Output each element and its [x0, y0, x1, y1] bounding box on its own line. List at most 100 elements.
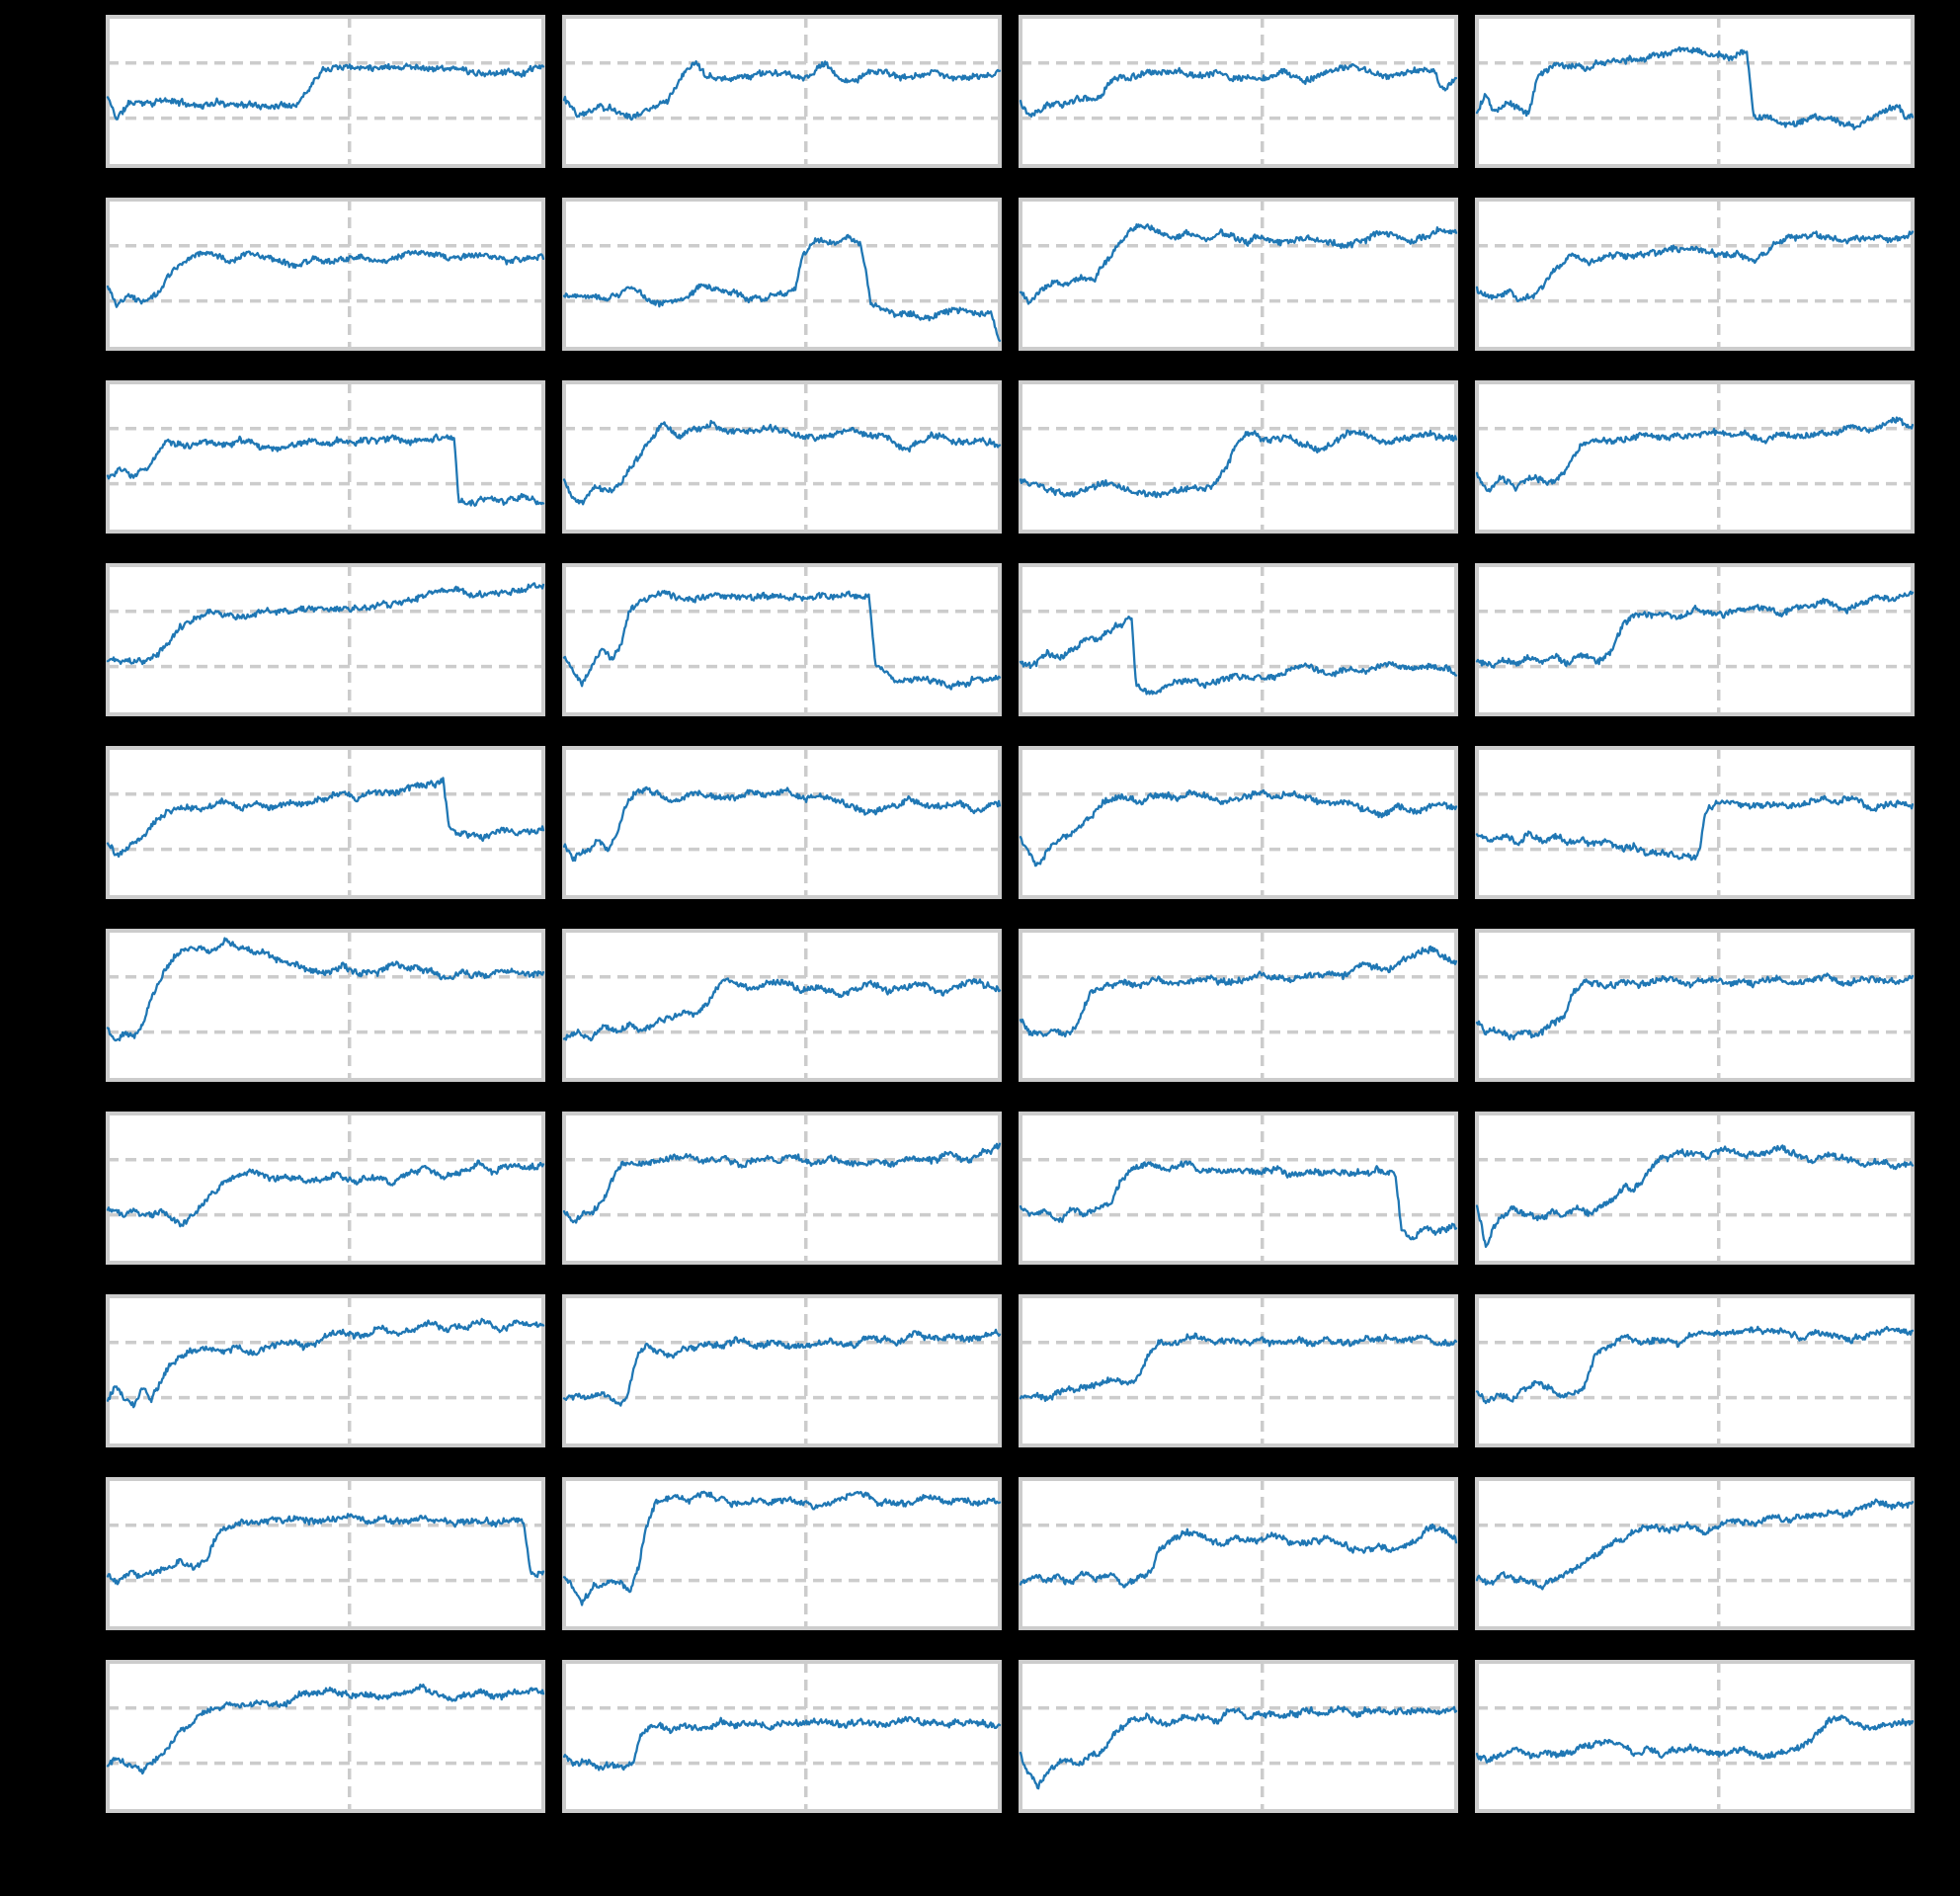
series-line [1019, 945, 1458, 1038]
plot-frame [106, 1112, 545, 1265]
series-line [1475, 972, 1915, 1041]
subplot-r1c1 [106, 15, 545, 168]
series-line [1475, 1144, 1915, 1249]
series-line [1475, 1714, 1915, 1764]
plot-frame [562, 198, 1002, 351]
subplot-r3c4 [1475, 380, 1915, 534]
series-line [562, 419, 1002, 506]
subplot-r3c1 [106, 380, 545, 534]
subplot-r5c3 [1019, 746, 1458, 899]
plot-frame [106, 198, 545, 351]
subplot-r8c2 [562, 1294, 1002, 1447]
subplot-r8c4 [1475, 1294, 1915, 1447]
subplot-r6c3 [1019, 929, 1458, 1082]
series-line [106, 582, 545, 666]
series-line [106, 1683, 545, 1775]
subplot-r5c2 [562, 746, 1002, 899]
series-line [106, 1317, 545, 1409]
subplot-r4c4 [1475, 563, 1915, 716]
series-line [562, 1328, 1002, 1407]
series-line [106, 62, 545, 121]
series-line [1019, 62, 1458, 118]
subplot-r4c1 [106, 563, 545, 716]
plot-frame [1475, 198, 1915, 351]
plot-frame [1475, 1112, 1915, 1265]
plot-frame [1019, 929, 1458, 1082]
plot-frame [1019, 15, 1458, 168]
plot-frame [1475, 563, 1915, 716]
subplot-r10c2 [562, 1660, 1002, 1813]
subplot-r6c1 [106, 929, 545, 1082]
plot-frame [106, 380, 545, 534]
series-line [562, 589, 1002, 691]
series-line [1019, 429, 1458, 499]
series-line [562, 1142, 1002, 1224]
plot-frame [1019, 1294, 1458, 1447]
subplot-r8c3 [1019, 1294, 1458, 1447]
series-line [1475, 45, 1915, 130]
plot-frame [1019, 380, 1458, 534]
plot-frame [106, 1660, 545, 1813]
subplot-r10c1 [106, 1660, 545, 1813]
subplot-r7c3 [1019, 1112, 1458, 1265]
subplot-r5c1 [106, 746, 545, 899]
series-line [106, 777, 545, 859]
plot-frame [562, 563, 1002, 716]
series-line [106, 1513, 545, 1586]
plot-frame [1019, 1477, 1458, 1630]
subplot-r2c4 [1475, 198, 1915, 351]
series-line [1019, 616, 1458, 696]
subplot-r2c2 [562, 198, 1002, 351]
series-line [1475, 794, 1915, 862]
plot-frame [562, 1112, 1002, 1265]
series-line [1019, 1160, 1458, 1241]
subplot-r6c4 [1475, 929, 1915, 1082]
plot-frame [1475, 1294, 1915, 1447]
series-line [106, 1159, 545, 1228]
subplot-r7c4 [1475, 1112, 1915, 1265]
plot-frame [1475, 1477, 1915, 1630]
plot-frame [562, 380, 1002, 534]
plot-frame [562, 15, 1002, 168]
series-line [562, 1490, 1002, 1607]
series-line [1019, 223, 1458, 305]
subplot-r9c1 [106, 1477, 545, 1630]
series-line [1475, 416, 1915, 493]
plot-frame [1475, 746, 1915, 899]
plot-frame [1019, 1660, 1458, 1813]
subplot-r9c2 [562, 1477, 1002, 1630]
series-line [562, 785, 1002, 863]
plot-frame [106, 563, 545, 716]
series-line [106, 433, 545, 507]
plot-frame [1475, 1660, 1915, 1813]
subplot-r2c3 [1019, 198, 1458, 351]
series-line [106, 937, 545, 1042]
subplot-r9c3 [1019, 1477, 1458, 1630]
plot-frame [1019, 746, 1458, 899]
plot-frame [1475, 380, 1915, 534]
plot-frame [1475, 929, 1915, 1082]
series-line [562, 60, 1002, 122]
plot-frame [106, 746, 545, 899]
subplot-r9c4 [1475, 1477, 1915, 1630]
plot-frame [106, 1477, 545, 1630]
series-line [1019, 1523, 1458, 1589]
subplot-r3c2 [562, 380, 1002, 534]
subplot-r4c3 [1019, 563, 1458, 716]
series-line [562, 977, 1002, 1042]
subplot-r6c2 [562, 929, 1002, 1082]
plot-frame [562, 746, 1002, 899]
plot-frame [106, 1294, 545, 1447]
plot-frame [106, 15, 545, 168]
subplot-r7c1 [106, 1112, 545, 1265]
subplot-r10c3 [1019, 1660, 1458, 1813]
chart-grid [106, 15, 1915, 1813]
subplot-r4c2 [562, 563, 1002, 716]
series-line [1019, 788, 1458, 867]
plot-frame [562, 1660, 1002, 1813]
subplot-r2c1 [106, 198, 545, 351]
series-line [1019, 1705, 1458, 1790]
plot-frame [1019, 1112, 1458, 1265]
subplot-r1c4 [1475, 15, 1915, 168]
